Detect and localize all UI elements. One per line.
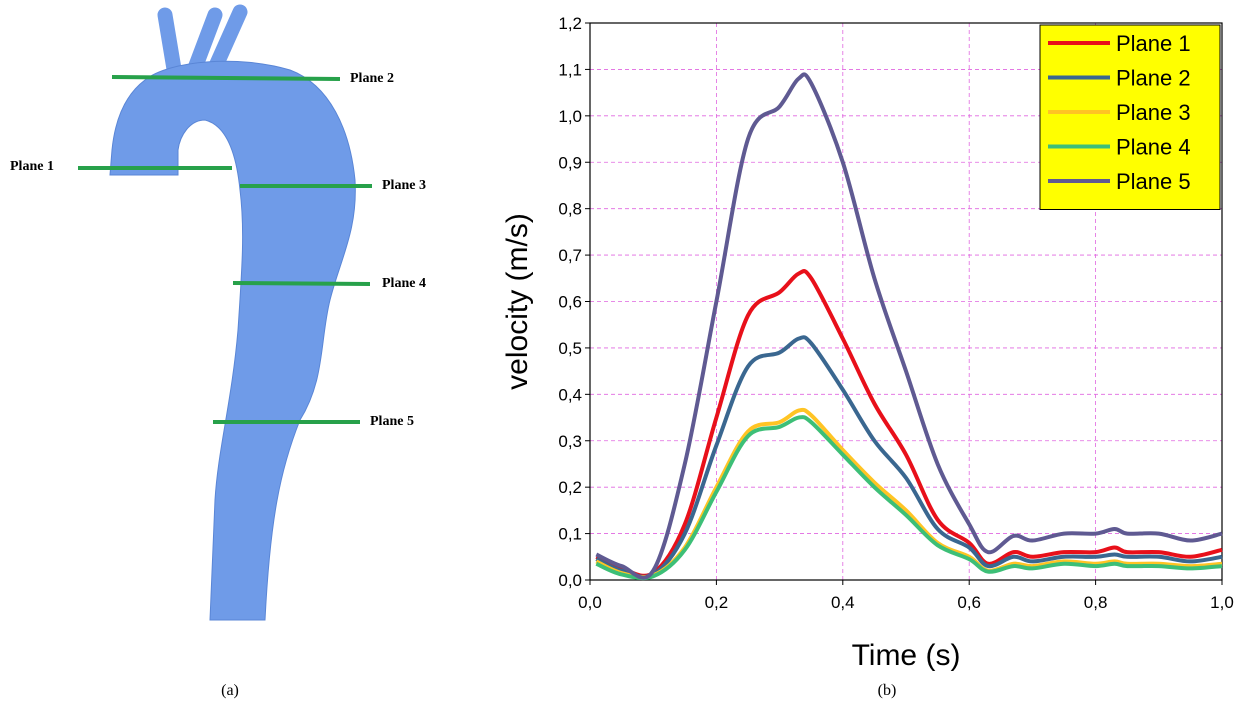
x-tick-label: 0,8 bbox=[1084, 593, 1108, 612]
y-tick-label: 0,0 bbox=[558, 571, 582, 590]
series-line bbox=[595, 335, 1223, 579]
y-tick-label: 1,1 bbox=[558, 60, 582, 79]
y-tick-label: 0,3 bbox=[558, 432, 582, 451]
y-tick-label: 1,2 bbox=[558, 14, 582, 33]
plane-label: Plane 3 bbox=[382, 178, 426, 193]
x-tick-label: 1,0 bbox=[1210, 593, 1234, 612]
legend-label: Plane 2 bbox=[1116, 66, 1191, 91]
y-tick-label: 0,2 bbox=[558, 478, 582, 497]
y-tick-label: 0,6 bbox=[558, 293, 582, 312]
y-tick-label: 0,1 bbox=[558, 525, 582, 544]
series-line bbox=[595, 415, 1223, 581]
plane-label: Plane 5 bbox=[370, 414, 414, 429]
plane-label: Plane 4 bbox=[382, 276, 426, 291]
legend-label: Plane 5 bbox=[1116, 169, 1191, 194]
x-tick-label: 0,6 bbox=[957, 593, 981, 612]
plane-label: Plane 1 bbox=[10, 159, 54, 174]
x-tick-label: 0,4 bbox=[831, 593, 855, 612]
y-tick-label: 0,7 bbox=[558, 246, 582, 265]
aorta bbox=[109, 4, 356, 621]
legend: Plane 1 Plane 2 Plane 3 Plane 4 Plane 5 bbox=[1039, 24, 1221, 210]
caption: (a) bbox=[221, 682, 239, 699]
y-tick-label: 1,0 bbox=[558, 107, 582, 126]
chart: 0,0 0,1 0,2 0,3 0,4 0,5 0,6 0,7 0,8 0,9 1,0 1,1 1,2 0… bbox=[501, 14, 1234, 672]
series-line bbox=[595, 269, 1223, 578]
legend-label: Plane 3 bbox=[1116, 100, 1191, 125]
plot-frame bbox=[589, 22, 1223, 581]
y-tick-label: 0,9 bbox=[558, 153, 582, 172]
x-tick-label: 0,2 bbox=[705, 593, 729, 612]
y-tick-label: 0,5 bbox=[558, 339, 582, 358]
series-line bbox=[595, 72, 1223, 580]
legend-label: Plane 1 bbox=[1116, 31, 1191, 56]
y-axis-label: velocity (m/s) bbox=[501, 213, 534, 390]
legend-label: Plane 4 bbox=[1116, 135, 1191, 160]
x-axis-label: Time (s) bbox=[852, 639, 961, 672]
x-tick-label: 0,0 bbox=[578, 593, 602, 612]
plane-label: Plane 2 bbox=[350, 71, 394, 86]
series-line bbox=[595, 407, 1223, 580]
plane-lines bbox=[78, 75, 372, 424]
y-tick-label: 0,4 bbox=[558, 385, 582, 404]
legend-box bbox=[1039, 24, 1221, 210]
y-tick-label: 0,8 bbox=[558, 200, 582, 219]
caption: (b) bbox=[878, 682, 897, 699]
